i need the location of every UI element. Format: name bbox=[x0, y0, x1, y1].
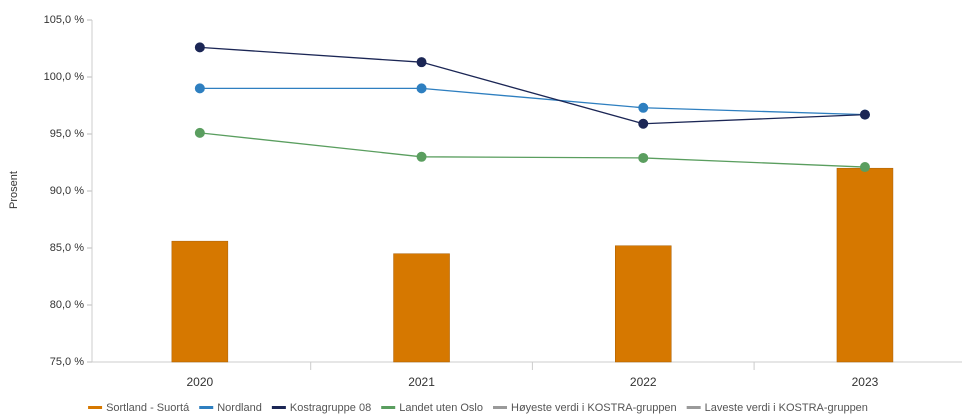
legend-swatch bbox=[686, 406, 701, 409]
y-tick-label: 80,0 % bbox=[50, 299, 84, 311]
point bbox=[194, 83, 205, 94]
y-tick-label: 90,0 % bbox=[50, 185, 84, 197]
legend-label: Høyeste verdi i KOSTRA-gruppen bbox=[511, 402, 677, 414]
point bbox=[194, 127, 205, 138]
legend-swatch bbox=[88, 406, 103, 409]
legend-label: Sortland - Suortá bbox=[106, 402, 190, 414]
y-tick-label: 95,0 % bbox=[50, 128, 84, 140]
legend-swatch bbox=[199, 406, 214, 409]
legend-label: Landet uten Oslo bbox=[399, 402, 483, 414]
bar bbox=[171, 240, 229, 363]
line bbox=[199, 132, 865, 168]
line bbox=[199, 87, 865, 116]
y-tick-label: 100,0 % bbox=[44, 71, 85, 83]
point bbox=[194, 42, 205, 53]
x-tick-label: 2021 bbox=[408, 375, 435, 389]
legend-swatch bbox=[381, 406, 396, 409]
bar bbox=[393, 253, 450, 363]
x-tick-label: 2022 bbox=[630, 375, 657, 389]
legend-label: Nordland bbox=[217, 402, 262, 414]
line bbox=[199, 46, 865, 125]
bar bbox=[615, 245, 672, 363]
legend-swatch bbox=[271, 406, 286, 409]
point bbox=[638, 118, 649, 129]
y-axis-label: Prosent bbox=[8, 171, 20, 209]
point bbox=[638, 102, 649, 113]
legend-label: Laveste verdi i KOSTRA-gruppen bbox=[705, 402, 868, 414]
point bbox=[416, 151, 427, 162]
legend-swatch bbox=[493, 406, 508, 409]
legend-label: Kostragruppe 08 bbox=[290, 402, 371, 414]
bar bbox=[836, 167, 894, 363]
point bbox=[859, 109, 870, 120]
x-tick-label: 2020 bbox=[186, 375, 213, 389]
point bbox=[638, 152, 649, 163]
point bbox=[859, 162, 870, 173]
y-tick-label: 105,0 % bbox=[44, 14, 85, 26]
y-tick-label: 85,0 % bbox=[50, 242, 84, 254]
point bbox=[416, 57, 427, 68]
x-tick-label: 2023 bbox=[852, 375, 879, 389]
point bbox=[416, 83, 427, 94]
y-tick-label: 75,0 % bbox=[50, 356, 84, 368]
